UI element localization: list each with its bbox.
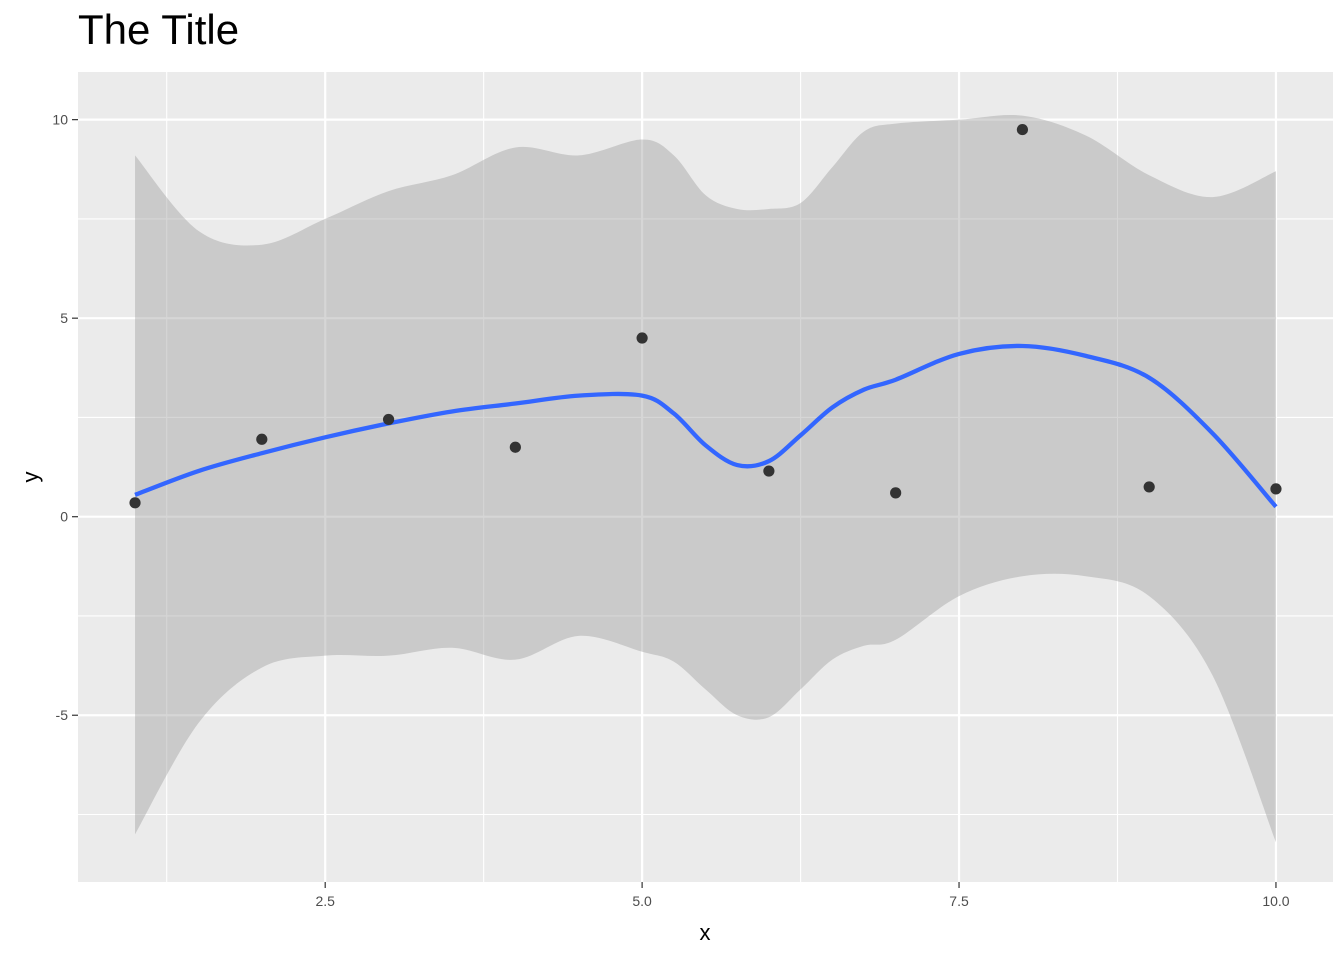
data-point <box>636 332 648 344</box>
x-axis: 2.5 5.0 7.5 10.0 <box>315 882 1290 909</box>
y-tick-label: 0 <box>60 509 68 525</box>
y-tick-label: -5 <box>56 707 69 723</box>
confidence-band <box>135 114 1276 843</box>
x-tick-label: 2.5 <box>315 893 335 909</box>
grid-major <box>78 72 1333 882</box>
data-point <box>1143 481 1155 493</box>
data-point <box>890 487 902 499</box>
grid-minor <box>78 72 1333 882</box>
y-tick-label: 5 <box>60 310 68 326</box>
confidence-band-layer <box>135 114 1276 843</box>
plot-panel <box>78 72 1333 882</box>
smooth-line-layer <box>134 343 1278 509</box>
smooth-line <box>134 343 1278 509</box>
data-point <box>1270 483 1282 495</box>
y-axis: -5 0 5 10 <box>52 112 78 723</box>
x-tick-label: 7.5 <box>949 893 969 909</box>
y-axis-label: y <box>18 472 43 483</box>
points-layer <box>129 123 1282 509</box>
x-axis-label: x <box>700 920 711 945</box>
x-tick-label: 10.0 <box>1262 893 1289 909</box>
data-point <box>763 465 775 477</box>
data-point <box>1016 123 1029 136</box>
data-point <box>509 441 521 453</box>
data-point <box>129 497 141 509</box>
x-tick-label: 5.0 <box>632 893 652 909</box>
data-point <box>382 413 395 426</box>
chart-title: The Title <box>78 6 240 53</box>
y-tick-label: 10 <box>52 112 68 128</box>
data-point <box>256 433 268 445</box>
